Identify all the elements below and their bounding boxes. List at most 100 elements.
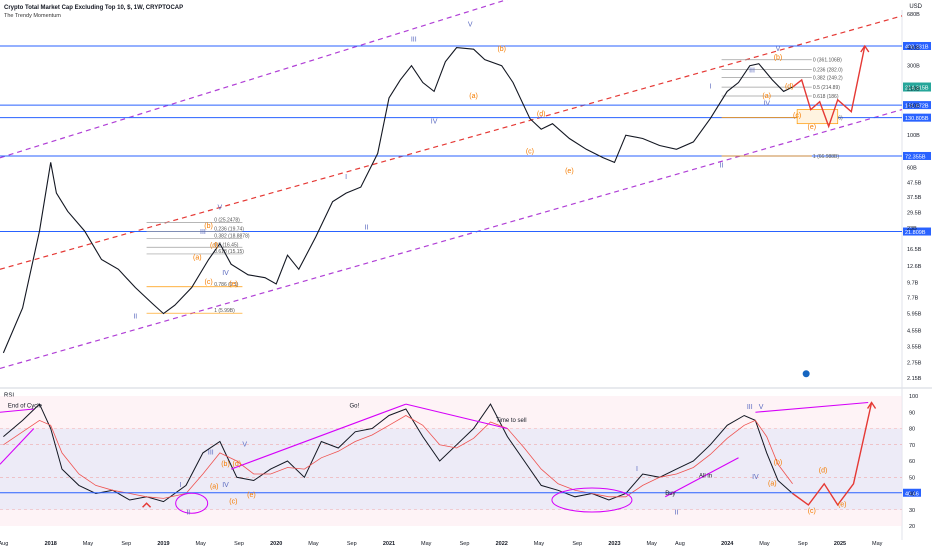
horizontal-level-tag [903,101,931,110]
rsi-level-tag [903,488,921,497]
rsi-wave-label-orange: (a) [768,480,777,487]
rsi-wave-label-blue: III [747,404,753,411]
rsi-wave-label-orange: (b) [221,461,230,468]
price-y-tick-label: 680B [907,12,920,18]
rsi-trendline [230,403,407,470]
chart-header: Crypto Total Market Cap Excluding Top 10… [4,4,183,20]
fib-label-2024: 0 (361.106B) [813,58,842,64]
price-y-tick-label: 60B [907,166,917,172]
rsi-highlight-ellipse [175,492,209,514]
rsi-wave-label-blue: I [179,482,181,489]
wave-label-blue: I [709,83,711,90]
price-y-tick-label: 12.6B [907,264,922,270]
price-y-tick-label: 100B [907,133,920,139]
x-tick-label: May [646,541,657,547]
price-y-tick-label: 2.15B [907,376,922,382]
forecast-path [792,45,866,129]
rsi-trendline [755,401,869,413]
price-y-tick-label: 4.55B [907,329,922,335]
fib-label-2019: 0.786 (9.1) [214,282,239,288]
x-tick-label: Sep [572,541,582,547]
x-tick-label: Sep [798,541,808,547]
x-tick-label: May [759,541,770,547]
country-flag-icon [801,369,811,379]
wave-label-blue: V [776,46,781,53]
fib-label-2019: 0.618 (15.15) [214,249,244,255]
x-tick-label: Sep [234,541,244,547]
rsi-wave-label-blue: V [759,404,764,411]
horizontal-level-tag [903,41,931,50]
rsi-wave-label-blue: I [636,466,638,473]
price-y-tick-label: 37.5B [907,195,922,201]
x-tick-label: 2020 [270,541,282,547]
rsi-annotation: Time to sell [496,418,526,424]
horizontal-level-label: 72.355B [905,154,926,160]
wave-label-blue: IV [763,100,770,107]
wave-label-orange: (c) [793,113,801,120]
rsi-y-tick-label: 100 [909,394,918,400]
wave-label-blue: II [720,163,724,170]
fib-label-2024: 1 (66.988B) [813,154,839,160]
wave-label-blue: III [200,229,206,236]
channel-mid-line [0,15,903,270]
wave-label-orange: (a) [762,93,771,100]
price-y-tick-label: 300B [907,64,920,70]
fib-label-2019: 0 (25.2478) [214,217,240,223]
x-tick-label: 2022 [496,541,508,547]
x-tick-label: Sep [460,541,470,547]
price-y-tick-label: 29.5B [907,210,922,216]
wave-label-orange: (a) [193,255,202,262]
wave-label-blue: II [364,225,368,232]
forecast-arrow-head [860,44,870,53]
rsi-series-line [3,403,793,503]
rsi-wave-label-blue: II [675,510,679,517]
wave-label-orange: (e) [565,168,574,175]
fib-label-2019: 0.236 (19.74) [214,227,244,233]
target-zone-box [796,109,839,125]
wave-label-blue: IV [222,270,229,277]
horizontal-level-label: 130.805B [905,116,929,122]
horizontal-level-tag [903,151,931,160]
chart-title: Crypto Total Market Cap Excluding Top 10… [4,5,184,11]
rsi-forecast-arrow-head [866,401,877,409]
price-y-tick-label: 400B [907,46,920,52]
horizontal-level-label: 161.672B [905,104,929,110]
rsi-caret-marker [142,502,152,508]
price-y-tick-label: 47.5B [907,180,922,186]
x-tick-label: 2018 [45,541,57,547]
rsi-ma-line [3,415,793,499]
rsi-wave-label-blue: V [242,441,247,448]
rsi-highlight-ellipse [551,487,633,513]
wave-label-orange: (b) [774,55,783,62]
rsi-y-tick-label: 40 [909,492,915,498]
rsi-wave-label-orange: (d) [819,467,828,474]
currency-label[interactable]: USD [909,4,922,10]
rsi-annotation: All in [699,473,712,479]
x-tick-label: May [83,541,94,547]
rsi-level-label: 40.46 [905,491,919,497]
rsi-wave-label-orange: (c) [229,498,237,505]
wave-label-orange: (e) [808,124,817,131]
wave-label-orange: (c) [526,148,534,155]
horizontal-level-label: 408.331B [905,44,929,50]
wave-label-blue: I [345,174,347,181]
fib-label-2024: 0.618 (186) [813,94,839,100]
fib-label-2019: 0.5 (16.45) [214,242,239,248]
fib-label-2019: 1 (5.99B) [214,308,235,314]
fib-label-2024: 0.5 (214.89) [813,85,840,91]
price-y-tick-label: 23B [907,226,917,232]
wave-label-orange: (e) [229,281,238,288]
price-y-tick-label: 16.5B [907,247,922,253]
rsi-wave-label-orange: (a) [210,484,219,491]
fib-label-2024: 0.382 (249.2) [813,76,843,82]
rsi-wave-label-orange: (c) [808,508,816,515]
rsi-wave-label-blue: II [186,510,190,517]
current-price-label: 214.315B [905,86,929,92]
x-tick-label: 2021 [383,541,395,547]
rsi-trendline [0,408,34,413]
price-y-tick-label: 7.7B [907,295,919,301]
rsi-wave-label-blue: III [208,450,214,457]
x-tick-label: May [534,541,545,547]
price-y-tick-label: 9.7B [907,281,919,287]
